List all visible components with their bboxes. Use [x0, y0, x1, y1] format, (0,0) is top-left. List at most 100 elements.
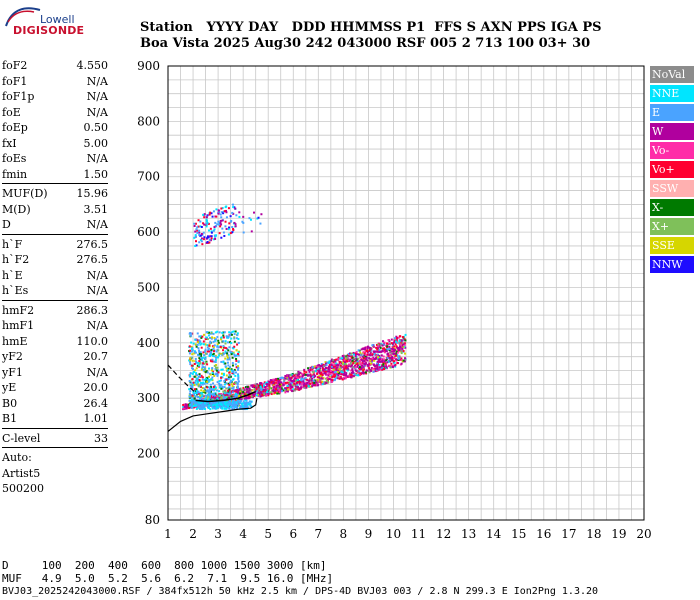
- param-row-fof1: foF1 N/A: [2, 74, 108, 90]
- data-point: [202, 343, 205, 346]
- x-tick-label: 1: [164, 527, 172, 541]
- data-point: [224, 340, 227, 343]
- legend-item-nne: NNE: [650, 85, 694, 102]
- data-point: [227, 354, 230, 357]
- data-point: [259, 385, 262, 388]
- data-point: [272, 380, 275, 383]
- data-point: [197, 347, 200, 350]
- data-point: [231, 378, 234, 381]
- data-point: [214, 338, 217, 341]
- data-point: [345, 365, 348, 368]
- data-point: [222, 390, 225, 393]
- data-point: [385, 343, 388, 346]
- data-point: [239, 402, 242, 405]
- data-point: [306, 374, 309, 377]
- data-point: [222, 334, 225, 337]
- data-point: [401, 344, 404, 347]
- data-point: [312, 371, 315, 374]
- data-point: [311, 379, 314, 382]
- data-point: [304, 385, 307, 388]
- data-point: [275, 388, 278, 391]
- data-point: [282, 381, 285, 384]
- data-point: [391, 345, 394, 348]
- y-tick-label: 500: [137, 280, 160, 294]
- data-point: [309, 369, 312, 372]
- data-point: [193, 400, 196, 403]
- data-point: [391, 359, 394, 362]
- data-point: [234, 355, 237, 358]
- param-separator: [2, 447, 108, 448]
- dashed-trace: [167, 364, 196, 394]
- data-point: [200, 374, 203, 377]
- data-point: [233, 333, 236, 336]
- data-point: [236, 382, 239, 385]
- data-point: [291, 390, 294, 393]
- data-point: [360, 368, 363, 371]
- data-point: [212, 395, 215, 398]
- data-point: [188, 352, 191, 355]
- data-point: [216, 223, 219, 226]
- param-separator: [2, 299, 108, 301]
- data-point: [282, 377, 285, 380]
- data-point: [273, 390, 276, 393]
- data-point: [299, 383, 302, 386]
- param-name: hmF2: [2, 303, 35, 317]
- data-point: [270, 379, 273, 382]
- data-point: [232, 206, 235, 209]
- data-point: [312, 384, 315, 387]
- data-point: [296, 374, 299, 377]
- data-point: [191, 385, 194, 388]
- data-point: [372, 370, 375, 373]
- data-point: [385, 366, 388, 369]
- data-point: [311, 366, 314, 369]
- data-point: [275, 381, 278, 384]
- data-point: [229, 334, 232, 337]
- data-point: [325, 364, 328, 367]
- data-point: [236, 388, 239, 391]
- data-point: [225, 382, 228, 385]
- data-point: [221, 331, 224, 334]
- legend-item-vo-: Vo-: [650, 142, 694, 159]
- data-point: [247, 389, 250, 392]
- data-point: [199, 361, 202, 364]
- data-point: [277, 382, 280, 385]
- data-point: [211, 404, 214, 407]
- data-point: [376, 353, 379, 356]
- data-point: [197, 375, 200, 378]
- data-point: [309, 374, 312, 377]
- data-point: [197, 353, 200, 356]
- data-point: [341, 378, 344, 381]
- data-point: [194, 391, 197, 394]
- data-point: [383, 365, 386, 368]
- data-point: [336, 377, 339, 380]
- data-point: [213, 384, 216, 387]
- data-point: [264, 386, 267, 389]
- header-row-2: Boa Vista 2025 Aug30 242 043000 RSF 005 …: [140, 36, 591, 51]
- data-point: [332, 365, 335, 368]
- data-point: [318, 380, 321, 383]
- data-point: [331, 380, 334, 383]
- data-point: [318, 369, 321, 372]
- param-row-fof1p: foF1p N/A: [2, 89, 108, 105]
- data-point: [343, 362, 346, 365]
- data-point: [320, 363, 323, 366]
- data-point: [337, 372, 340, 375]
- data-point: [360, 348, 363, 351]
- data-point: [376, 364, 379, 367]
- data-point: [208, 397, 211, 400]
- data-point: [386, 345, 389, 348]
- data-point: [395, 345, 398, 348]
- data-point: [383, 341, 386, 344]
- data-point: [230, 331, 233, 334]
- data-point: [327, 374, 330, 377]
- data-point: [194, 402, 197, 405]
- data-point: [224, 206, 227, 209]
- data-point: [366, 350, 369, 353]
- data-point: [199, 396, 202, 399]
- data-point: [188, 359, 191, 362]
- data-point: [394, 347, 397, 350]
- data-point: [209, 340, 212, 343]
- data-point: [204, 352, 207, 355]
- data-point: [347, 363, 350, 366]
- data-point: [350, 369, 353, 372]
